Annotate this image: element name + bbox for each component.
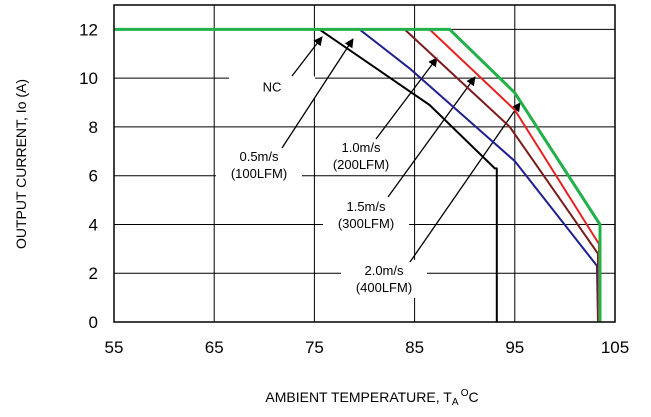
annotation-label: (300LFM) — [338, 216, 394, 231]
annotation-bg — [341, 260, 427, 298]
series-lines — [114, 27, 602, 323]
y-tick-label: 2 — [89, 264, 98, 283]
annotation-arrow — [409, 102, 521, 263]
annotation-bg — [216, 146, 302, 184]
annotations: NC 0.5m/s (100LFM) 1.0m/s (200LFM) 1.5m/s (300… — [216, 36, 521, 298]
y-tick-label: 6 — [89, 167, 98, 186]
series-line-5 — [114, 27, 602, 322]
x-tick-label: 75 — [305, 338, 324, 357]
x-tick-label: 55 — [105, 338, 124, 357]
plot-frame — [113, 4, 616, 323]
annotation-label: NC — [263, 80, 282, 95]
annotation-bg — [229, 76, 315, 98]
annotation-bg — [318, 137, 404, 175]
y-tick-label: 8 — [89, 118, 98, 137]
annotation-arrow — [375, 57, 438, 140]
annotation-arrow — [387, 76, 476, 198]
annotation-arrow — [281, 38, 354, 149]
annotation-label: (200LFM) — [333, 157, 389, 172]
x-tick-label: 105 — [601, 338, 629, 357]
y-tick-label: 12 — [79, 20, 98, 39]
annotation-label: (400LFM) — [356, 280, 412, 295]
x-tick-label: 95 — [505, 338, 524, 357]
y-tick-label: 0 — [89, 313, 98, 332]
y-tick-label: 4 — [89, 215, 98, 234]
annotation-label: 1.5m/s — [346, 199, 386, 214]
y-tick-label: 10 — [79, 69, 98, 88]
annotation-arrow — [291, 36, 323, 77]
tick-labels: 55 65 75 85 95 105 0 2 4 6 8 10 12 — [79, 20, 629, 357]
annotation-bg — [323, 196, 409, 234]
annotation-label: 0.5m/s — [239, 149, 279, 164]
annotation-label: 1.0m/s — [341, 140, 381, 155]
annotation-label: (100LFM) — [231, 166, 287, 181]
x-tick-label: 65 — [205, 338, 224, 357]
x-axis-title: AMBIENT TEMPERATURE, TA OC — [265, 388, 478, 408]
x-tick-label: 85 — [405, 338, 424, 357]
annotation-label: 2.0m/s — [364, 263, 404, 278]
y-axis-title: OUTPUT CURRENT, Io (A) — [13, 79, 29, 249]
